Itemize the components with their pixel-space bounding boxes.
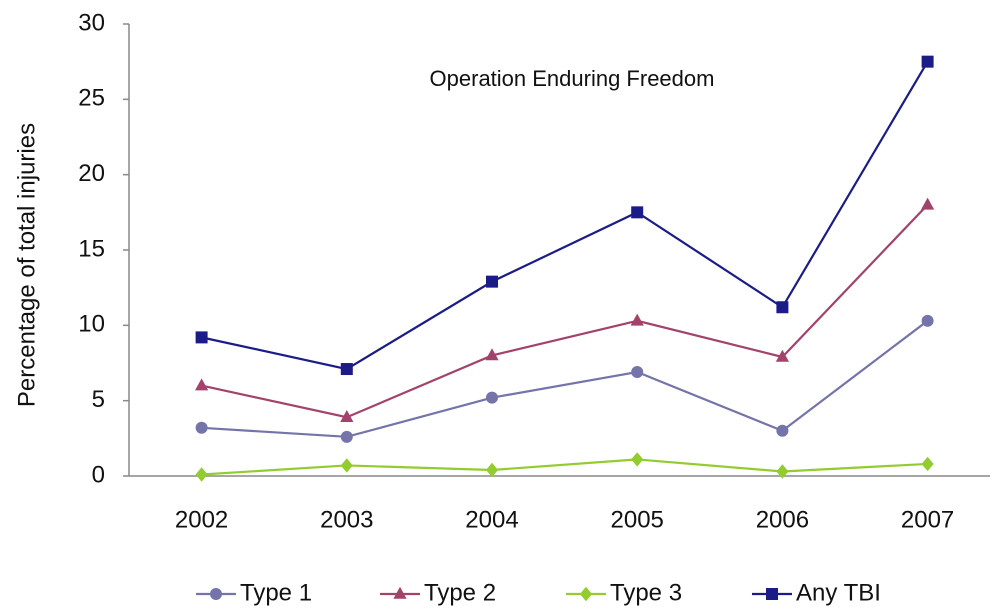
series-line <box>201 204 929 419</box>
series-line <box>201 319 929 438</box>
marker <box>630 313 644 326</box>
marker <box>631 366 644 379</box>
marker <box>631 206 644 219</box>
marker <box>486 275 498 288</box>
marker <box>195 331 208 344</box>
y-tick-label: 15 <box>78 235 105 262</box>
y-tick-label: 0 <box>92 461 105 488</box>
y-tick-label: 30 <box>78 9 105 36</box>
y-tick-label: 10 <box>78 311 105 338</box>
marker <box>776 464 789 479</box>
x-tick-label: 2004 <box>465 506 518 533</box>
marker <box>340 430 353 443</box>
marker <box>486 391 498 404</box>
marker <box>340 410 354 423</box>
marker <box>393 586 407 599</box>
x-tick-label: 2003 <box>320 506 373 533</box>
marker <box>485 348 499 361</box>
x-tick-label: 2007 <box>901 506 954 533</box>
series-line <box>201 61 929 371</box>
marker <box>631 452 644 467</box>
marker <box>921 456 934 472</box>
marker <box>776 301 789 314</box>
marker <box>195 378 209 391</box>
legend-label: Type 3 <box>610 579 682 606</box>
marker <box>195 467 208 482</box>
marker <box>210 588 222 600</box>
y-axis-label: Percentage of total injuries <box>13 123 40 407</box>
marker <box>921 197 935 210</box>
marker <box>775 349 789 362</box>
x-tick-label: 2006 <box>756 506 809 533</box>
x-tick-label: 2005 <box>611 506 664 533</box>
annotation: Operation Enduring Freedom <box>430 66 715 91</box>
marker <box>486 462 498 478</box>
legend-label: Type 2 <box>424 579 496 606</box>
legend-label: Type 1 <box>240 579 312 606</box>
y-tick-label: 25 <box>78 85 105 112</box>
marker <box>340 363 353 376</box>
y-tick-label: 5 <box>92 386 105 413</box>
marker <box>776 424 789 437</box>
marker <box>340 458 353 473</box>
y-tick-label: 20 <box>78 160 105 187</box>
series-line <box>201 458 928 476</box>
marker <box>195 421 208 434</box>
legend-label: Any TBI <box>796 579 881 606</box>
x-tick-label: 2002 <box>175 506 228 533</box>
marker <box>580 586 592 602</box>
marker <box>766 588 778 600</box>
marker <box>921 55 934 68</box>
marker <box>921 314 934 327</box>
